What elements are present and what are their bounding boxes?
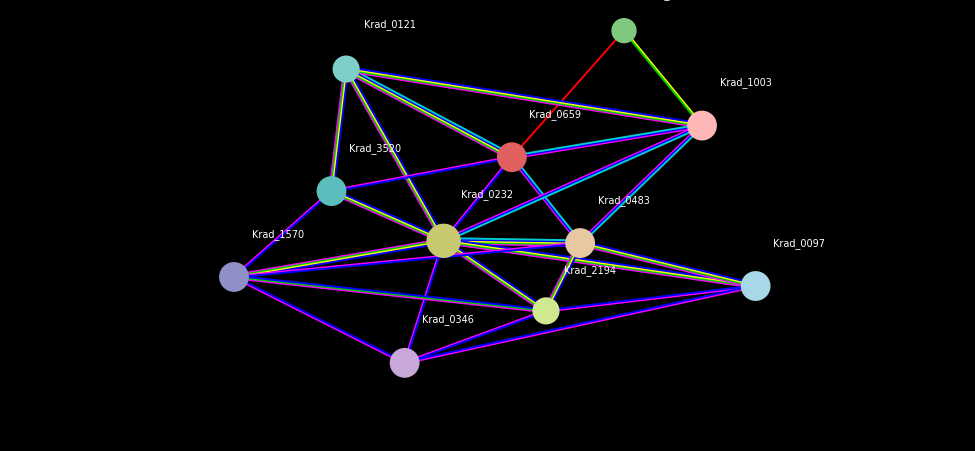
Ellipse shape [317,177,346,207]
Ellipse shape [741,272,770,301]
Ellipse shape [611,19,637,44]
Text: Krad_0483: Krad_0483 [598,194,649,205]
Ellipse shape [332,56,360,83]
Ellipse shape [497,143,526,173]
Ellipse shape [687,111,717,141]
Text: Krad_0232: Krad_0232 [461,189,513,199]
Ellipse shape [390,348,419,378]
Text: Krad_0659: Krad_0659 [529,109,581,120]
Text: Krad_0121: Krad_0121 [364,19,415,30]
Text: Krad_0097: Krad_0097 [773,237,825,248]
Text: Krad_3520: Krad_3520 [349,143,401,153]
Ellipse shape [566,229,595,258]
Text: Krad_2194: Krad_2194 [564,264,615,275]
Text: Krad_1003: Krad_1003 [720,77,771,88]
Text: Krad_0346: Krad_0346 [422,314,474,325]
Ellipse shape [532,298,560,325]
Ellipse shape [219,262,249,292]
Text: Krad_1570: Krad_1570 [252,228,303,239]
Ellipse shape [426,224,461,258]
